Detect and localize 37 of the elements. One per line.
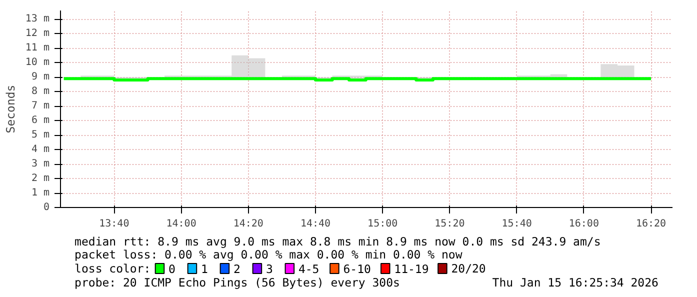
y-tick-label: 0 [43,202,50,213]
x-tick-label: 13:40 [99,218,130,230]
y-tick-label: 5 m [31,130,50,141]
x-tick-label: 14:40 [300,218,331,230]
legend-label: 3 [266,262,273,276]
x-tick-label: 15:00 [368,218,398,230]
legend-label: 6-10 [343,262,371,276]
legend-label: 1 [200,262,208,276]
y-tick-label: 11 m [25,42,50,54]
y-tick-label: 3 m [31,158,50,170]
y-tick-label: 4 m [31,144,50,156]
y-tick-label: 2 m [31,173,50,184]
y-tick-label: 8 m [31,86,50,98]
y-tick-label: 6 m [31,115,50,126]
text: packet loss: 0.00 % avg 0.00 % max 0.00 % min 0.00 % now [74,248,462,262]
x-tick-label: 15:20 [434,218,465,230]
legend-label: 20/20 [451,262,486,276]
y-tick-label: 1 m [31,188,50,199]
legend-title: loss color: [74,262,151,276]
y-tick-label: 13 m [25,14,50,25]
legend-label: 2 [233,262,240,276]
text: probe: 20 ICMP Echo Pings (56 Bytes) every 300s [74,276,400,290]
y-axis-title: Seconds [3,84,18,134]
legend-label: 0 [168,262,176,276]
x-tick-label: 14:00 [166,218,196,230]
legend-label: 11-19 [394,262,429,276]
text: Thu Jan 15 16:25:34 2026 [492,276,659,290]
y-tick-label: 10 m [25,57,50,68]
y-tick-label: 9 m [31,72,50,83]
x-tick-label: 15:40 [502,218,532,230]
legend-label: 4-5 [298,262,320,276]
y-tick-label: 12 m [25,28,50,40]
x-tick-label: 14:20 [233,218,264,230]
y-tick-label: 7 m [31,100,50,112]
x-tick-label: 16:00 [568,218,599,230]
x-tick-label: 16:20 [636,218,666,230]
text: median rtt: 8.9 ms avg 9.0 ms max 8.8 ms min 8.9 ms now 0.0 ms sd 243.9 am/s [74,234,601,248]
